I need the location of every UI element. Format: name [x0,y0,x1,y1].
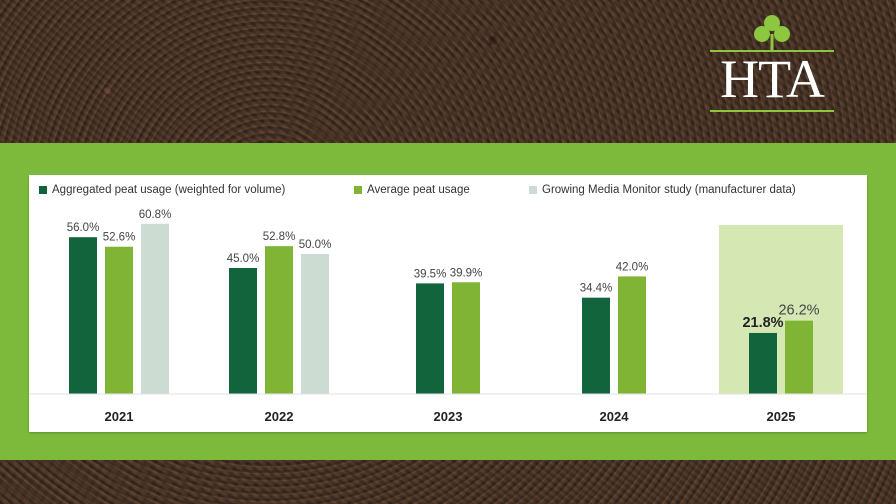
category-label-2024: 2024 [600,409,630,424]
logo-rule-top [710,50,834,52]
chart-card: Aggregated peat usage (weighted for volu… [29,175,867,432]
data-label-2022-series-2: 52.8% [263,231,296,243]
legend-label-aggregated: Aggregated peat usage (weighted for volu… [52,184,286,196]
category-label-2025: 2025 [767,409,796,424]
data-label-2022-series-1: 45.0% [227,253,260,265]
legend-label-average: Average peat usage [367,184,470,196]
data-label-2025-series-2: 26.2% [778,303,819,319]
data-label-2021-series-2: 52.6% [103,232,136,244]
legend-label-gmm: Growing Media Monitor study (manufacture… [542,184,796,196]
legend-swatch-average [354,186,362,194]
data-label-2023-series-2: 39.9% [450,267,483,279]
bar-2021-series-1 [69,237,97,394]
highlight-band-2025 [719,225,843,394]
bar-2021-series-2 [105,246,133,394]
bar-2022-series-1 [229,268,257,394]
data-label-2021-series-3: 60.8% [139,209,172,221]
bar-2025-series-1 [749,332,777,394]
hta-logo: HTA [706,14,838,116]
bar-2023-series-1 [416,283,444,394]
bar-2024-series-1 [582,297,610,394]
data-label-2025-series-1: 21.8% [742,315,783,331]
category-label-2023: 2023 [434,409,463,424]
logo-rule-bottom [710,110,834,112]
legend-item-gmm: Growing Media Monitor study (manufacture… [529,184,796,196]
legend-swatch-gmm [529,186,537,194]
data-label-2022-series-3: 50.0% [299,239,332,251]
bar-2021-series-3 [141,223,169,394]
chart-legend: Aggregated peat usage (weighted for volu… [29,184,867,204]
bar-2022-series-2 [265,246,293,394]
category-label-2022: 2022 [265,409,294,424]
legend-swatch-aggregated [39,186,47,194]
data-label-2024-series-2: 42.0% [616,261,649,273]
bar-2025-series-2 [785,320,813,394]
shamrock-icon [754,15,790,50]
legend-item-average: Average peat usage [354,184,470,196]
data-label-2021-series-1: 56.0% [67,222,100,234]
bar-2024-series-2 [618,276,646,394]
logo-text: HTA [720,49,825,109]
data-label-2023-series-1: 39.5% [414,268,447,280]
category-label-2021: 2021 [105,409,134,424]
bar-2023-series-2 [452,282,480,394]
legend-item-aggregated: Aggregated peat usage (weighted for volu… [39,184,285,196]
bar-chart: 56.0%52.6%60.8% 45.0%52.8%50.0% 39.5% 39.9%… [29,209,867,424]
data-label-2024-series-1: 34.4% [580,283,613,295]
bar-2022-series-3 [301,254,329,394]
